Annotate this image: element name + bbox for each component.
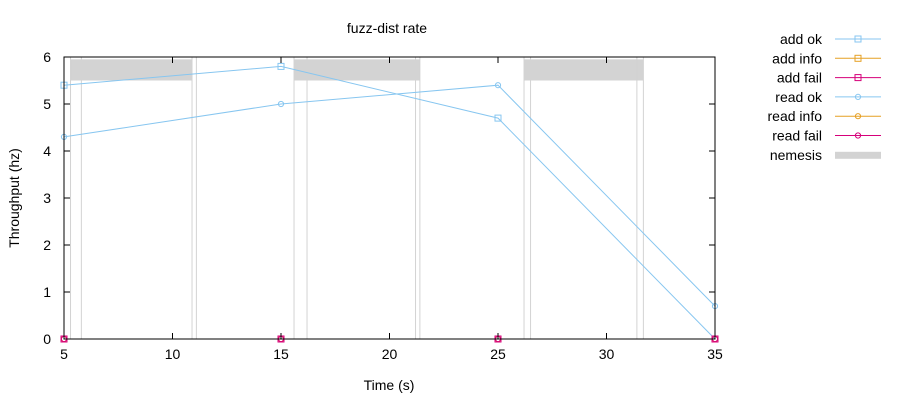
- series-line-add-ok: [63, 65, 716, 340]
- plot-frame: [63, 56, 716, 340]
- y-tick-label: 2: [43, 237, 51, 253]
- y-tick-label: 5: [43, 96, 51, 112]
- axis-layer: 5 10 15 20 25 30 35 0 1 2 3 4 5 6: [43, 49, 723, 362]
- chart-title: fuzz-dist rate: [347, 20, 427, 36]
- legend-entry-nemesis: nemesis: [770, 147, 881, 163]
- legend-entry-add-ok: add ok: [780, 31, 881, 47]
- x-tick-label: 30: [599, 346, 615, 362]
- legend-label: add info: [772, 50, 822, 66]
- legend-entry-read-fail: read fail: [772, 128, 881, 144]
- legend-label: read fail: [772, 128, 822, 144]
- y-axis-title: Throughput (hz): [6, 148, 22, 248]
- y-tick-label: 4: [43, 143, 51, 159]
- legend: add ok add info add fail read ok read info re…: [768, 31, 881, 163]
- series-add-ok: [60, 62, 719, 343]
- legend-entry-read-ok: read ok: [775, 89, 881, 105]
- legend-marker: [854, 74, 862, 82]
- x-tick-label: 20: [382, 346, 398, 362]
- legend-label: add fail: [777, 70, 822, 86]
- data-point-read-ok: [494, 82, 502, 89]
- nemesis-layer: [70, 57, 644, 339]
- x-tick-label: 35: [707, 346, 723, 362]
- series-layer: [60, 62, 719, 343]
- x-tick-label: 10: [165, 346, 181, 362]
- legend-label: read ok: [775, 89, 823, 105]
- data-point-add-ok: [277, 62, 285, 70]
- legend-label: nemesis: [770, 147, 822, 163]
- legend-swatch: [835, 151, 881, 159]
- legend-label: add ok: [780, 31, 823, 47]
- series-line-read-ok: [63, 84, 716, 307]
- y-tick-label: 0: [43, 331, 51, 347]
- y-tick-label: 6: [43, 49, 51, 65]
- data-point-add-ok: [494, 114, 502, 122]
- legend-marker: [854, 113, 862, 120]
- y-tick-label: 1: [43, 284, 51, 300]
- x-tick-label: 15: [273, 346, 289, 362]
- legend-entry-add-fail: add fail: [777, 70, 881, 86]
- x-tick-label: 5: [60, 346, 68, 362]
- series-read-ok: [60, 82, 719, 310]
- legend-marker: [854, 132, 862, 139]
- legend-entry-add-info: add info: [772, 50, 881, 66]
- nemesis-band-2: [524, 59, 644, 81]
- data-point-read-ok: [277, 100, 285, 108]
- y-tick-label: 3: [43, 190, 51, 206]
- legend-marker: [854, 54, 862, 62]
- legend-entry-read-info: read info: [768, 108, 881, 124]
- nemesis-band-1: [294, 59, 420, 81]
- legend-label: read info: [768, 108, 823, 124]
- legend-marker: [854, 35, 862, 43]
- nemesis-band-0: [70, 59, 193, 81]
- x-axis-title: Time (s): [364, 377, 415, 393]
- x-tick-label: 25: [490, 346, 506, 362]
- legend-marker: [854, 93, 862, 101]
